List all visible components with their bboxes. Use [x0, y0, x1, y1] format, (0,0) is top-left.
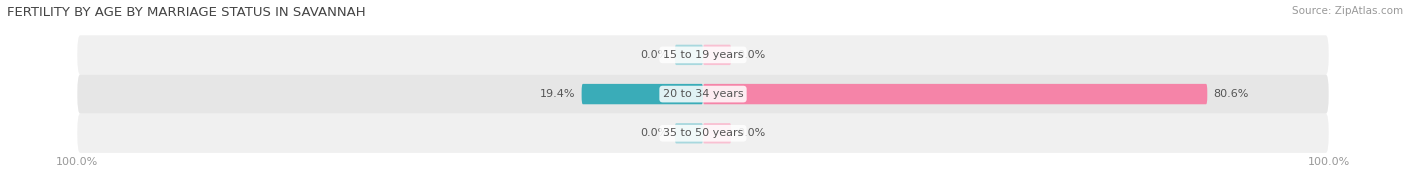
Text: FERTILITY BY AGE BY MARRIAGE STATUS IN SAVANNAH: FERTILITY BY AGE BY MARRIAGE STATUS IN S… — [7, 6, 366, 19]
FancyBboxPatch shape — [675, 45, 703, 65]
FancyBboxPatch shape — [77, 35, 1329, 74]
FancyBboxPatch shape — [703, 84, 1208, 104]
Text: 20 to 34 years: 20 to 34 years — [662, 89, 744, 99]
FancyBboxPatch shape — [77, 74, 1329, 114]
FancyBboxPatch shape — [582, 84, 703, 104]
FancyBboxPatch shape — [703, 123, 731, 143]
Text: Source: ZipAtlas.com: Source: ZipAtlas.com — [1292, 6, 1403, 16]
Text: 15 to 19 years: 15 to 19 years — [662, 50, 744, 60]
Text: 35 to 50 years: 35 to 50 years — [662, 128, 744, 138]
FancyBboxPatch shape — [703, 45, 731, 65]
FancyBboxPatch shape — [675, 123, 703, 143]
Text: 19.4%: 19.4% — [540, 89, 575, 99]
FancyBboxPatch shape — [77, 114, 1329, 153]
Text: 0.0%: 0.0% — [737, 50, 766, 60]
Text: 0.0%: 0.0% — [640, 50, 669, 60]
Text: 0.0%: 0.0% — [640, 128, 669, 138]
Text: 80.6%: 80.6% — [1213, 89, 1249, 99]
Text: 0.0%: 0.0% — [737, 128, 766, 138]
